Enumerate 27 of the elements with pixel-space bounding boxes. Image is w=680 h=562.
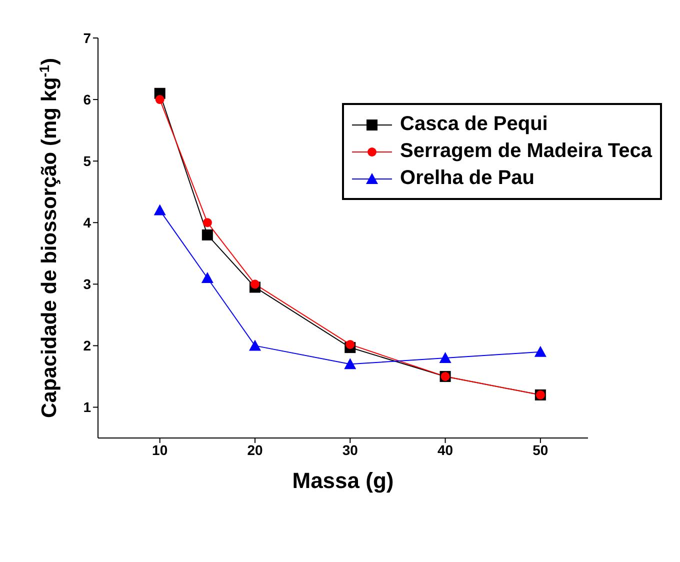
x-axis-title: Massa (g) bbox=[292, 468, 394, 493]
point bbox=[154, 204, 166, 216]
y-tick-label: 3 bbox=[83, 276, 92, 292]
y-tick-label: 6 bbox=[83, 92, 92, 108]
legend-label: Casca de Pequi bbox=[400, 113, 548, 136]
y-tick-label: 1 bbox=[83, 399, 92, 416]
y-tick-label: 4 bbox=[83, 214, 92, 231]
y-tick-label: 2 bbox=[83, 338, 92, 354]
point bbox=[202, 218, 212, 228]
x-tick-label: 20 bbox=[247, 442, 263, 458]
x-tick-label: 40 bbox=[437, 442, 454, 458]
point bbox=[346, 340, 355, 349]
point bbox=[201, 272, 214, 283]
point bbox=[202, 229, 213, 240]
legend-label: Orelha de Pau bbox=[400, 167, 535, 190]
point bbox=[344, 358, 356, 370]
x-tick-label: 50 bbox=[532, 442, 548, 458]
x-tick-label: 30 bbox=[342, 442, 358, 458]
point bbox=[155, 95, 164, 104]
point bbox=[439, 352, 452, 363]
x-tick-label: 10 bbox=[152, 442, 168, 458]
y-tick-label: 7 bbox=[83, 30, 92, 46]
point bbox=[250, 280, 260, 289]
y-tick-label: 5 bbox=[83, 153, 92, 170]
point bbox=[248, 340, 261, 351]
legend-label: Serragem de Madeira Teca bbox=[400, 140, 652, 163]
point bbox=[534, 346, 546, 357]
